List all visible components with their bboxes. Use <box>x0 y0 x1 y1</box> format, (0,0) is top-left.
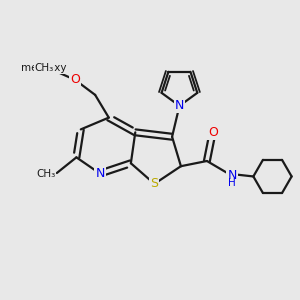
Text: H: H <box>228 178 236 188</box>
Text: N: N <box>227 169 237 182</box>
Text: CH₃: CH₃ <box>34 63 54 73</box>
Text: O: O <box>208 126 218 139</box>
Text: N: N <box>95 167 105 180</box>
Text: O: O <box>70 74 80 86</box>
Text: CH₃: CH₃ <box>36 169 55 179</box>
Text: CH₃: CH₃ <box>36 169 55 179</box>
Text: methoxy: methoxy <box>21 63 67 73</box>
Text: S: S <box>150 177 158 190</box>
Text: N: N <box>175 99 184 112</box>
